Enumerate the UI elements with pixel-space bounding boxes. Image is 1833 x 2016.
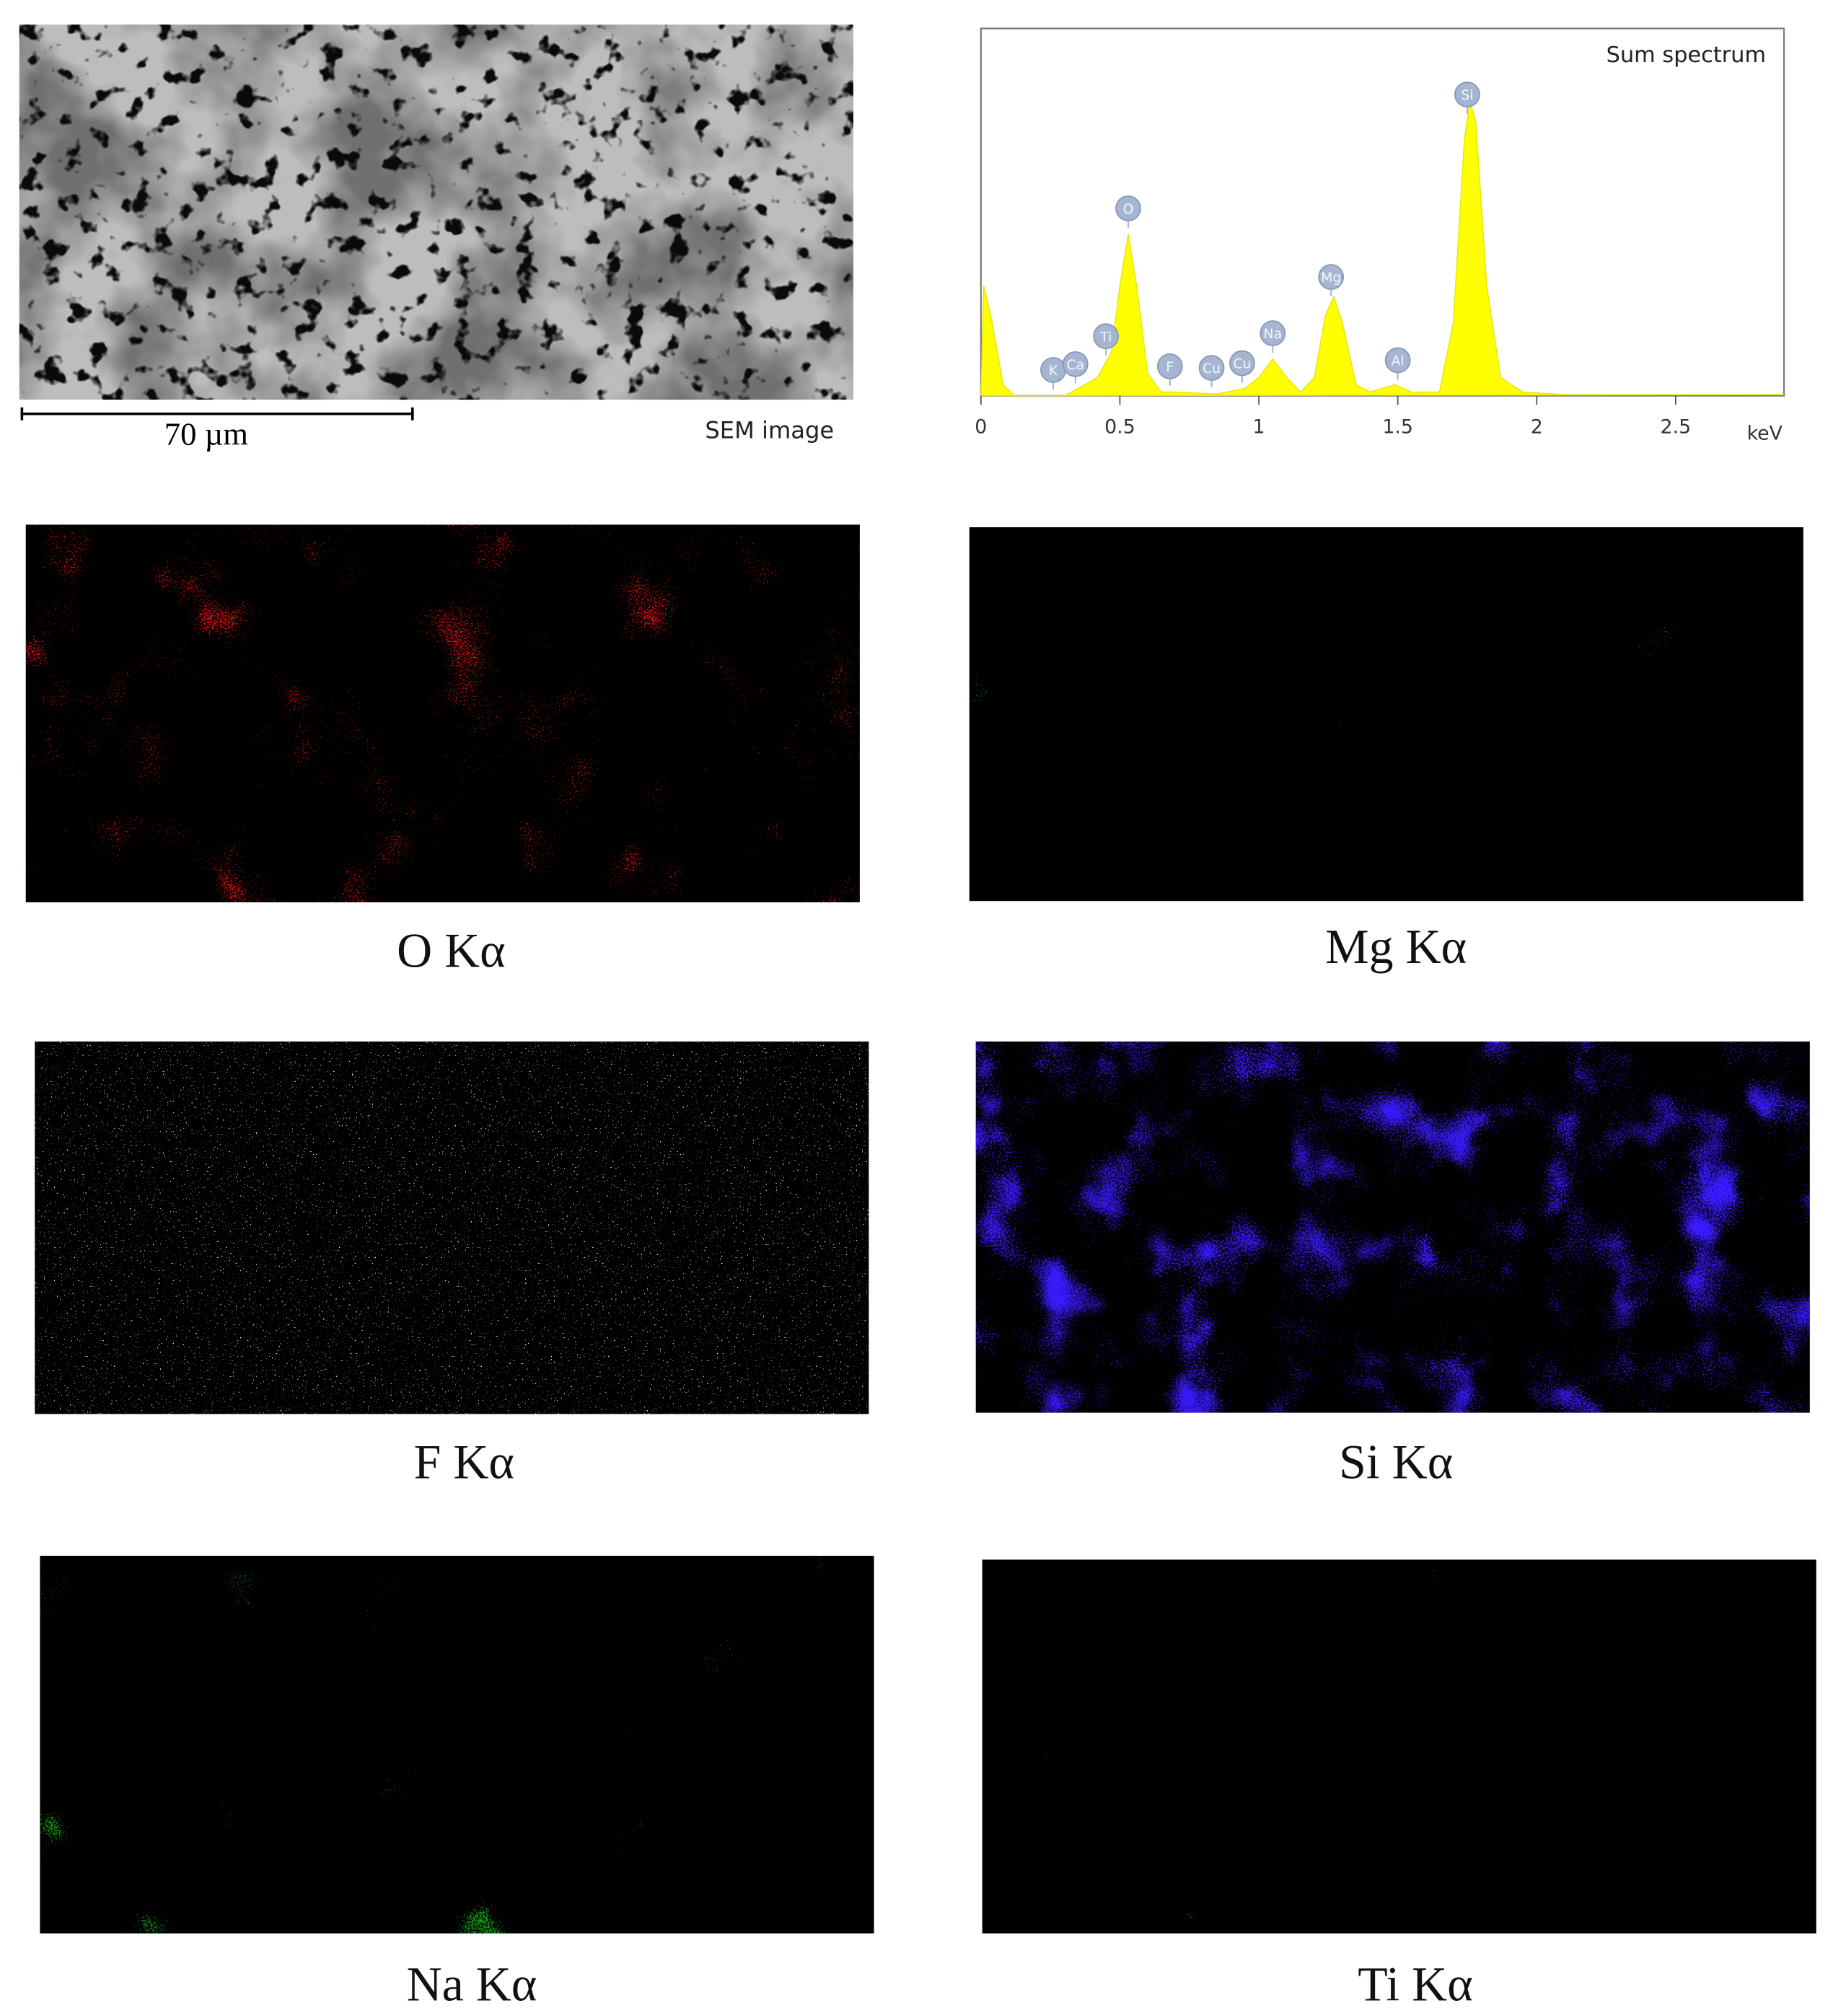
map-label: Ti Kα (1358, 1956, 1473, 2011)
map-signal (969, 527, 1803, 902)
map-label: O Kα (397, 923, 506, 977)
map-signal (982, 1559, 1816, 1934)
map-signal (40, 1555, 874, 1934)
map-label: Mg Kα (1325, 919, 1467, 974)
x-tick-label: 2.5 (1661, 416, 1692, 439)
map-signal (25, 524, 860, 902)
map-signal (35, 1041, 869, 1414)
peak-marker (1115, 195, 1141, 221)
element-maps: O Kα Mg Kα F Kα Si Kα Na Kα Ti Kα (25, 524, 1816, 2011)
peak-label: Na (1264, 327, 1283, 342)
peak-marker (1454, 82, 1480, 107)
sem-pores (19, 25, 853, 400)
peak-marker (1260, 320, 1286, 346)
spectrum-title: Sum spectrum (1606, 43, 1766, 68)
spectrum-area (980, 102, 1785, 397)
peak-marker (1198, 355, 1225, 381)
map-label: F Kα (414, 1435, 514, 1489)
peak-label: Mg (1321, 270, 1341, 286)
map-signal (975, 1041, 1810, 1413)
peak-label: Al (1392, 354, 1405, 369)
peak-marker (1384, 347, 1411, 374)
map-label: Si Kα (1339, 1435, 1453, 1489)
sem-caption: SEM image (705, 417, 834, 444)
map-label: Na Kα (407, 1956, 537, 2011)
x-tick-label: 2 (1531, 416, 1543, 439)
sem-image (19, 25, 853, 400)
peak-marker (1229, 350, 1255, 377)
spectrum: 0 0.5 1 1.5 2 2.5 K Ca Ti O F Cu Cu Na Mg Al Si (975, 82, 1785, 439)
x-tick-label: 1 (1253, 416, 1265, 439)
peak-label: F (1166, 360, 1174, 375)
peak-label: Ti (1099, 330, 1112, 345)
peak-marker (1093, 323, 1120, 349)
peak-label: Cu (1233, 357, 1251, 372)
peak-label: Ca (1067, 358, 1085, 373)
peak-marker (1318, 264, 1345, 290)
peak-marker (1156, 353, 1183, 379)
scale-bar (20, 407, 414, 421)
x-tick-label: 0.5 (1104, 416, 1135, 439)
x-tick-label: 0 (975, 416, 987, 439)
x-axis-unit: keV (1747, 422, 1783, 444)
peak-label: Si (1461, 88, 1473, 103)
scale-bar-label: 70 µm (164, 416, 249, 452)
x-tick-label: 1.5 (1382, 416, 1413, 439)
peak-label: K (1049, 364, 1058, 379)
peak-marker (1062, 351, 1089, 377)
peak-label: O (1123, 202, 1134, 217)
peak-label: Cu (1203, 361, 1221, 377)
